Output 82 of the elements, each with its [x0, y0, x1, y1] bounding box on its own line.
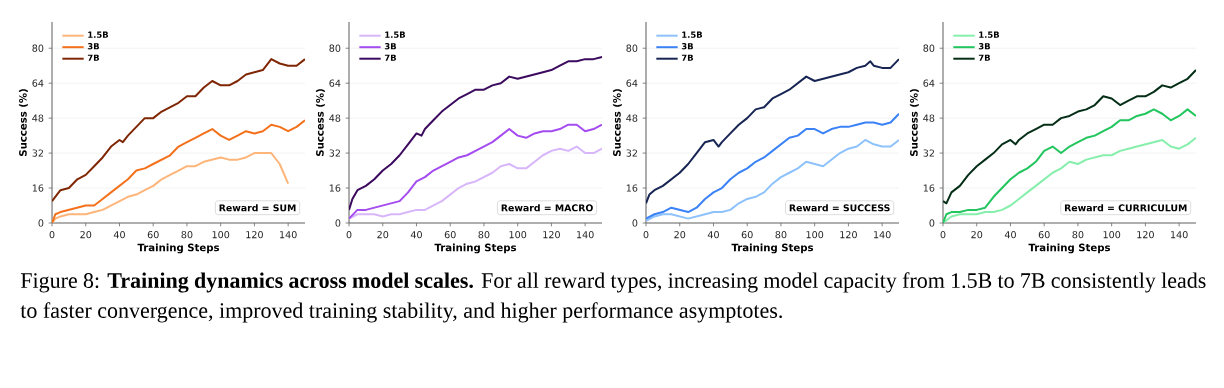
legend-label: 3B — [87, 43, 99, 50]
legend-label: 7B — [384, 54, 396, 61]
x-tick-label: 100 — [1103, 231, 1121, 239]
x-tick-label: 40 — [707, 231, 719, 239]
y-tick-label: 32 — [626, 149, 637, 157]
x-tick-label: 100 — [212, 231, 230, 239]
x-tick-label: 40 — [1004, 231, 1016, 239]
line-series — [943, 69, 1196, 205]
y-tick-label: 48 — [329, 114, 341, 122]
x-tick-label: 100 — [509, 231, 527, 239]
x-tick-label: 20 — [674, 231, 686, 239]
y-axis-title: Success (%) — [315, 89, 325, 156]
legend-label: 7B — [87, 54, 99, 61]
x-tick-label: 40 — [410, 231, 422, 239]
x-tick-label: 0 — [643, 231, 649, 239]
y-axis-title: Success (%) — [18, 89, 28, 156]
y-axis-title: Success (%) — [909, 89, 919, 156]
legend-label: 1.5B — [979, 31, 1000, 38]
caption: Figure 8: Training dynamics across model scales. For all reward types, increasing model capacity from 1.5B to 7B consistently leads to faster convergence, improved training stability, and higher performance asymptotes. — [20, 272, 1206, 323]
annotation: Reward = SUCCESS — [789, 204, 890, 212]
y-tick-label: 48 — [32, 114, 44, 122]
x-tick-label: 80 — [1072, 231, 1084, 239]
x-tick-label: 20 — [971, 231, 983, 239]
x-tick-label: 40 — [113, 231, 125, 239]
x-tick-label: 140 — [874, 231, 891, 239]
x-tick-label: 60 — [147, 231, 159, 239]
y-tick-label: 16 — [32, 184, 44, 192]
legend-label: 7B — [978, 54, 990, 61]
x-tick-label: 20 — [80, 231, 92, 239]
x-tick-label: 120 — [246, 231, 263, 239]
x-tick-label: 60 — [1038, 231, 1050, 239]
x-axis-title: Training Steps — [1028, 243, 1111, 254]
y-tick-label: 80 — [923, 44, 935, 52]
legend-label: 1.5B — [682, 31, 703, 38]
x-tick-label: 20 — [377, 231, 389, 239]
y-tick-label: 64 — [32, 79, 44, 87]
annotation: Reward = MACRO — [501, 204, 593, 212]
x-tick-label: 0 — [49, 231, 55, 239]
y-tick-label: 32 — [923, 149, 934, 157]
x-tick-label: 0 — [346, 231, 352, 239]
legend-label: 3B — [978, 43, 990, 50]
y-tick-label: 32 — [32, 149, 44, 157]
y-tick-label: 80 — [626, 44, 638, 52]
x-tick-label: 60 — [741, 231, 753, 239]
x-axis-title: Training Steps — [137, 243, 220, 254]
y-tick-label: 64 — [923, 79, 935, 87]
x-tick-label: 140 — [1171, 231, 1188, 239]
x-tick-label: 80 — [181, 231, 193, 239]
x-tick-label: 120 — [840, 231, 857, 239]
legend-label: 1.5B — [385, 31, 406, 38]
y-tick-label: 0 — [632, 219, 638, 227]
y-tick-label: 0 — [929, 219, 935, 227]
y-tick-label: 16 — [329, 184, 341, 192]
y-tick-label: 80 — [329, 44, 341, 52]
y-tick-label: 32 — [329, 149, 340, 157]
x-tick-label: 120 — [543, 231, 560, 239]
legend-label: 3B — [384, 43, 396, 50]
y-tick-label: 0 — [335, 219, 341, 227]
x-axis-title: Training Steps — [731, 243, 814, 254]
x-tick-label: 100 — [806, 231, 824, 239]
x-tick-label: 0 — [940, 231, 946, 239]
x-tick-label: 60 — [444, 231, 456, 239]
annotation: Reward = SUM — [219, 204, 296, 212]
x-tick-label: 80 — [775, 231, 787, 239]
y-tick-label: 80 — [32, 44, 44, 52]
x-tick-label: 140 — [280, 231, 297, 239]
x-tick-label: 120 — [1137, 231, 1154, 239]
y-tick-label: 0 — [38, 219, 44, 227]
y-axis-title: Success (%) — [612, 89, 622, 156]
annotation: Reward = CURRICULUM — [1064, 204, 1187, 212]
y-tick-label: 64 — [329, 79, 341, 87]
y-tick-label: 16 — [923, 184, 935, 192]
x-tick-label: 140 — [577, 231, 594, 239]
legend-label: 3B — [681, 43, 693, 50]
x-tick-label: 80 — [478, 231, 490, 239]
y-tick-label: 48 — [923, 114, 935, 122]
legend-label: 7B — [681, 54, 693, 61]
legend-label: 1.5B — [88, 31, 109, 38]
x-axis-title: Training Steps — [434, 243, 517, 254]
y-tick-label: 64 — [626, 79, 638, 87]
y-tick-label: 16 — [626, 184, 638, 192]
y-tick-label: 48 — [626, 114, 638, 122]
